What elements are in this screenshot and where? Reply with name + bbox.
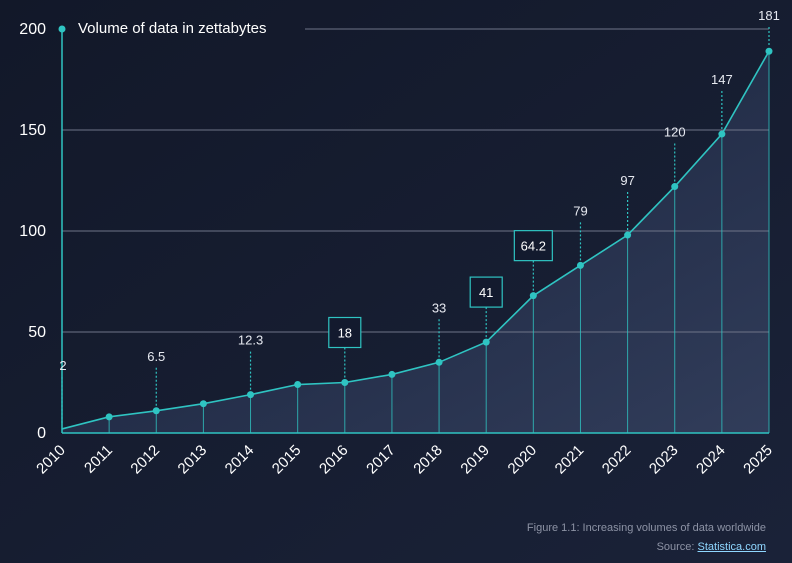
data-point [624, 231, 632, 239]
data-label: 6.5 [147, 349, 165, 364]
label-box [328, 316, 362, 349]
y-tick-label: 200 [19, 21, 46, 38]
data-point [529, 292, 537, 300]
source-prefix: Source: [656, 541, 698, 553]
data-point [105, 413, 113, 421]
legend-label: Volume of data in zettabytes [78, 20, 266, 37]
data-point [435, 358, 443, 366]
data-point [199, 400, 207, 408]
data-label: 120 [664, 125, 686, 140]
y-tick-label: 0 [37, 425, 46, 442]
y-axis-endpoint [58, 25, 66, 33]
data-label: 41 [479, 285, 493, 300]
data-point [341, 379, 349, 386]
data-point [294, 381, 302, 389]
data-point [576, 261, 584, 269]
y-tick-label: 100 [19, 223, 46, 240]
label-box [469, 276, 503, 308]
y-tick-label: 50 [28, 324, 46, 341]
data-point [388, 370, 396, 378]
data-label: 181 [758, 8, 780, 23]
y-tick-label: 150 [19, 122, 46, 139]
data-point [247, 391, 255, 399]
data-label: 33 [432, 300, 446, 315]
data-label: 64.2 [521, 239, 546, 254]
data-point [765, 47, 773, 55]
data-label: 147 [711, 72, 733, 87]
data-point [671, 183, 679, 191]
source-link[interactable]: Statistica.com [697, 541, 766, 553]
data-point [482, 338, 490, 346]
series-line [61, 50, 770, 430]
data-point [718, 130, 726, 138]
data-label: 2 [59, 358, 66, 373]
data-label: 79 [573, 203, 587, 218]
source-line: Source: Statistica.com [657, 541, 766, 553]
data-label: 18 [338, 326, 352, 341]
data-label: 12.3 [238, 333, 263, 348]
figure-caption: Figure 1.1: Increasing volumes of data w… [526, 522, 766, 534]
data-point [152, 407, 160, 415]
label-box [513, 230, 553, 262]
area-fill [62, 51, 769, 433]
data-label: 97 [620, 173, 634, 188]
